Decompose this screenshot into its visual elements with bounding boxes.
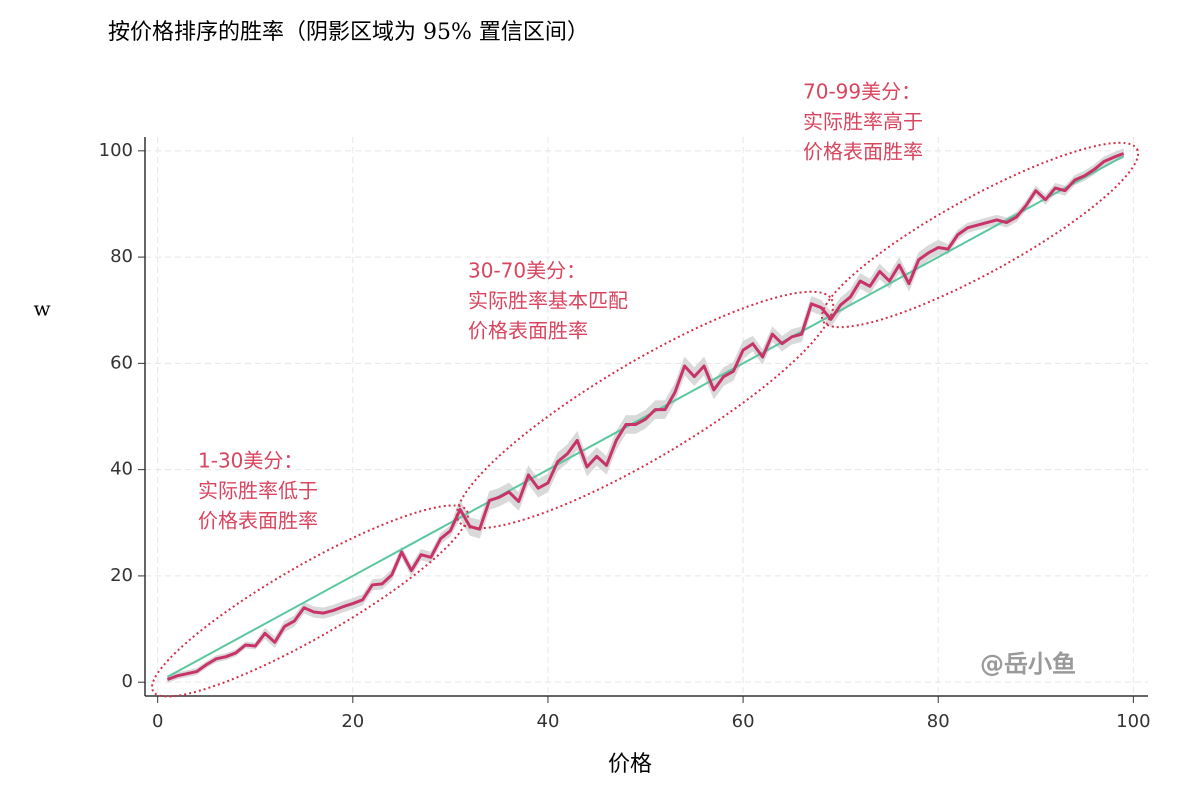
annotation: 实际胜率基本匹配 xyxy=(468,289,628,313)
y-tick-label: 100 xyxy=(99,140,133,161)
x-tick-label: 100 xyxy=(1116,711,1150,732)
reference-line xyxy=(166,155,1125,678)
x-axis-label: 价格 xyxy=(608,752,652,777)
watermark: @岳小鱼 xyxy=(980,650,1076,678)
annotation: 30-70美分： xyxy=(468,259,586,283)
annotation: 1-30美分： xyxy=(198,449,303,473)
x-tick-label: 20 xyxy=(341,711,364,732)
chart-title: 按价格排序的胜率（阴影区域为 95% 置信区间） xyxy=(108,20,589,45)
ellipse xyxy=(151,504,469,698)
annotation: 70-99美分： xyxy=(803,80,921,104)
x-tick-label: 60 xyxy=(732,711,755,732)
y-tick-label: 0 xyxy=(122,671,133,692)
annotation: 价格表面胜率 xyxy=(198,509,318,533)
ellipse xyxy=(455,290,835,530)
ellipse xyxy=(820,141,1140,329)
y-tick-label: 20 xyxy=(110,565,133,586)
annotation: 实际胜率低于 xyxy=(198,479,318,503)
x-tick-label: 0 xyxy=(152,711,163,732)
annotation: 实际胜率高于 xyxy=(803,110,923,134)
line xyxy=(166,152,1125,681)
y-tick-label: 40 xyxy=(110,459,133,480)
annotation: 价格表面胜率 xyxy=(803,140,923,164)
x-tick-label: 80 xyxy=(927,711,950,732)
x-tick-label: 40 xyxy=(537,711,560,732)
y-tick-label: 60 xyxy=(110,352,133,373)
plot: 0 20 40 60 80 100 0 20 40 60 80 100 xyxy=(99,137,1151,732)
y-axis-label: w xyxy=(33,297,50,321)
annotation: 价格表面胜率 xyxy=(468,319,588,343)
y-tick-label: 80 xyxy=(110,246,133,267)
